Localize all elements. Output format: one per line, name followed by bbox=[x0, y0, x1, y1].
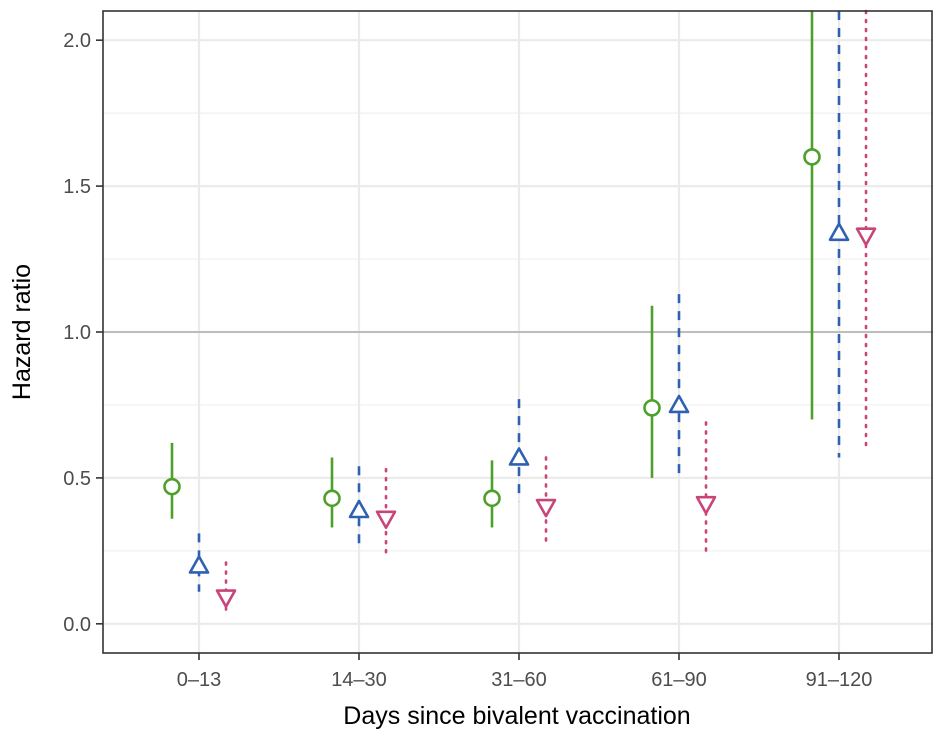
point-marker-triangle-up bbox=[188, 555, 210, 574]
x-tick-label: 0–13 bbox=[177, 669, 222, 691]
x-tick-label: 31–60 bbox=[491, 669, 547, 691]
x-tick-label: 14–30 bbox=[331, 669, 387, 691]
point-marker-circle bbox=[483, 489, 501, 508]
point-marker-triangle-up bbox=[508, 447, 530, 466]
point-marker-triangle-up bbox=[348, 499, 370, 519]
y-tick-label: 0.5 bbox=[63, 468, 91, 490]
y-tick-label: 0.0 bbox=[63, 614, 91, 636]
point-marker-circle bbox=[643, 399, 661, 417]
axis-ticks: 0.0 0.5 1.0 1.5 2.0 0–13 14–30 31–60 61–90 91–120 bbox=[63, 30, 872, 691]
x-axis-title: Days since bivalent vaccination bbox=[343, 702, 690, 730]
data-marks bbox=[163, 9, 877, 617]
point-marker-circle bbox=[803, 148, 821, 166]
y-axis-title: Hazard ratio bbox=[8, 264, 36, 400]
point-marker-triangle-down bbox=[855, 227, 877, 246]
y-tick-label: 2.0 bbox=[63, 30, 91, 52]
point-marker-triangle-up bbox=[668, 394, 690, 414]
x-tick-label: 91–120 bbox=[806, 669, 873, 691]
point-marker-triangle-down bbox=[215, 589, 237, 608]
point-marker-triangle-up bbox=[828, 222, 850, 242]
point-marker-triangle-down bbox=[535, 498, 557, 518]
point-marker-circle bbox=[163, 477, 181, 496]
point-marker-circle bbox=[323, 489, 341, 508]
point-marker-triangle-down bbox=[695, 495, 717, 515]
y-tick-label: 1.0 bbox=[63, 322, 91, 344]
x-tick-label: 61–90 bbox=[651, 669, 707, 691]
y-tick-label: 1.5 bbox=[63, 176, 91, 198]
point-marker-triangle-down bbox=[375, 510, 397, 530]
